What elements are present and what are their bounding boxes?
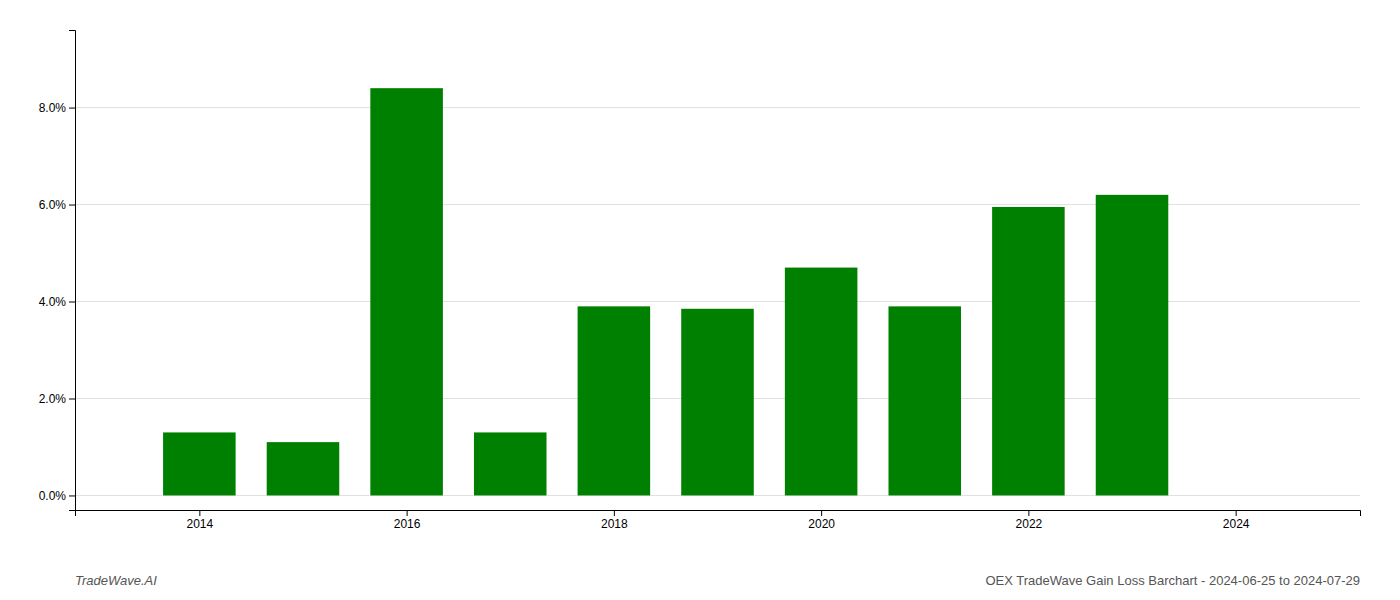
plot: 2014 2016 2018 2020 2022 2024 0.0% 2.0% 4.0% 6.0%… [39, 31, 1361, 531]
y-tick-mark [69, 302, 75, 303]
x-tick-mark [1236, 510, 1237, 516]
bar [370, 88, 443, 495]
y-tick: 8.0% [39, 101, 75, 115]
x-tick: 2016 [394, 510, 421, 531]
y-tick: 6.0% [39, 198, 75, 212]
y-tick: 2.0% [39, 392, 75, 406]
y-tick: 4.0% [39, 295, 75, 309]
bar [681, 309, 754, 496]
y-axis-line [69, 31, 76, 511]
y-tick-mark [69, 205, 75, 206]
y-tick-label: 0.0% [39, 489, 67, 503]
bar [267, 442, 340, 495]
bar [474, 432, 547, 495]
footer-right: OEX TradeWave Gain Loss Barchart - 2024-… [985, 573, 1360, 588]
grid [75, 108, 1360, 496]
y-tick-label: 6.0% [39, 198, 67, 212]
x-tick: 2018 [601, 510, 628, 531]
grid-line [75, 107, 1360, 108]
x-tick-mark [199, 510, 200, 516]
x-tick-label: 2024 [1223, 517, 1250, 531]
x-tick-mark [1028, 510, 1029, 516]
y-tick-label: 8.0% [39, 101, 67, 115]
bars [163, 88, 1168, 495]
x-tick: 2020 [808, 510, 835, 531]
y-tick: 0.0% [39, 489, 75, 503]
bar [578, 306, 651, 495]
y-tick-mark [69, 398, 75, 399]
x-tick-mark [407, 510, 408, 516]
chart: 2014 2016 2018 2020 2022 2024 0.0% 2.0% 4.0% 6.0%… [0, 0, 1400, 600]
x-tick: 2024 [1223, 510, 1250, 531]
x-axis: 2014 2016 2018 2020 2022 2024 [76, 510, 1361, 531]
y-tick-mark [69, 495, 75, 496]
y-axis: 0.0% 2.0% 4.0% 6.0% 8.0% [39, 31, 76, 511]
x-tick-mark [614, 510, 615, 516]
x-tick: 2014 [187, 510, 214, 531]
x-axis-line [76, 511, 1361, 517]
bar [1096, 195, 1169, 496]
y-tick-label: 4.0% [39, 295, 67, 309]
x-tick: 2022 [1016, 510, 1043, 531]
bar [785, 268, 858, 496]
bar [992, 207, 1065, 495]
x-tick-label: 2016 [394, 517, 421, 531]
x-tick-label: 2022 [1016, 517, 1043, 531]
y-tick-mark [69, 108, 75, 109]
bar [888, 306, 961, 495]
y-tick-label: 2.0% [39, 392, 67, 406]
footer-left: TradeWave.AI [75, 573, 157, 588]
bar [163, 432, 236, 495]
x-tick-mark [821, 510, 822, 516]
x-tick-label: 2014 [187, 517, 214, 531]
x-tick-label: 2020 [808, 517, 835, 531]
x-tick-label: 2018 [601, 517, 628, 531]
